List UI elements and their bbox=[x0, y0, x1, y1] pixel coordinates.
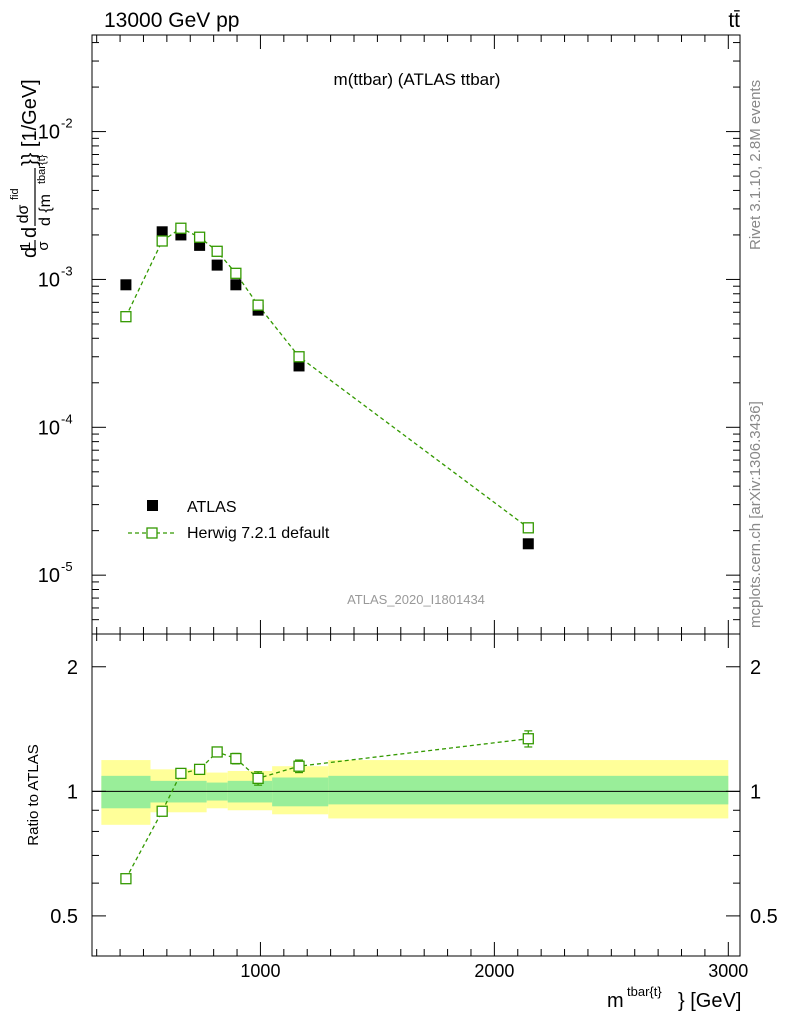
rivet-version-label: Rivet 3.1.10, 2.8M events bbox=[747, 80, 764, 250]
ratio-herwig-point bbox=[175, 767, 187, 780]
atlas-point bbox=[293, 360, 305, 372]
y-tick-label: 10 bbox=[38, 417, 60, 439]
ratio-herwig-point bbox=[120, 873, 132, 885]
herwig-point bbox=[156, 235, 168, 247]
svg-text:} [GeV]: } [GeV] bbox=[678, 990, 741, 1012]
ratio-panel-frame bbox=[91, 633, 741, 957]
ratio-y-axis-label: Ratio to ATLAS bbox=[25, 744, 42, 845]
svg-text:tbar{t}: tbar{t} bbox=[627, 984, 662, 999]
ratio-herwig-point bbox=[211, 746, 223, 758]
y-tick-label-exponent: -4 bbox=[61, 411, 73, 426]
svg-text:σ: σ bbox=[35, 241, 52, 251]
ratio-inner-band-bin bbox=[328, 775, 729, 805]
header-left-label: 13000 GeV pp bbox=[104, 9, 239, 32]
analysis-id-label: ATLAS_2020_I1801434 bbox=[347, 592, 485, 607]
ratio-inner-band-bin bbox=[272, 777, 329, 807]
main-series-layer bbox=[120, 222, 534, 550]
svg-text:1: 1 bbox=[17, 242, 34, 250]
herwig-point bbox=[120, 311, 132, 323]
header-right-label: tt̄ bbox=[728, 9, 740, 32]
atlas-point bbox=[194, 239, 206, 251]
svg-text:}} [1/GeV]: }} [1/GeV] bbox=[19, 79, 41, 166]
ratio-herwig-point bbox=[522, 733, 534, 745]
ratio-series-layer bbox=[120, 730, 534, 885]
legend-herwig-marker bbox=[146, 527, 158, 539]
atlas-point bbox=[230, 279, 242, 291]
ratio-y-tick-label-left: 1 bbox=[67, 781, 78, 803]
ratio-y-tick-label-right: 0.5 bbox=[750, 906, 778, 928]
legend-atlas-marker bbox=[147, 500, 158, 511]
herwig-point bbox=[293, 351, 305, 363]
ratio-herwig-point bbox=[193, 763, 206, 776]
ratio-uncertainty-bands bbox=[101, 760, 729, 825]
main-y-axis-label: d 1 σ d dσ fid d {m tbar{t} }} [1/GeV] bbox=[9, 79, 54, 258]
svg-text:d {m: d {m bbox=[37, 194, 54, 226]
atlas-point bbox=[175, 229, 187, 241]
legend-atlas-label: ATLAS bbox=[187, 499, 237, 516]
svg-text:d: d bbox=[19, 227, 41, 238]
atlas-point bbox=[156, 226, 168, 238]
y-tick-label-exponent: -3 bbox=[61, 263, 73, 278]
ratio-inner-band-bin bbox=[101, 775, 151, 809]
herwig-point bbox=[522, 522, 534, 534]
atlas-point bbox=[120, 279, 132, 291]
ratio-y-tick-label-left: 0.5 bbox=[50, 906, 78, 928]
svg-text:tbar{t}: tbar{t} bbox=[36, 154, 48, 184]
legend-herwig-label: Herwig 7.2.1 default bbox=[187, 525, 330, 542]
herwig-point bbox=[175, 222, 187, 234]
x-axis-label: m tbar{t} } [GeV] bbox=[607, 984, 741, 1012]
main-chart-title: m(ttbar) (ATLAS ttbar) bbox=[334, 70, 501, 89]
x-tick-label: 1000 bbox=[240, 961, 280, 981]
herwig-point bbox=[252, 299, 264, 311]
svg-text:d: d bbox=[19, 247, 41, 258]
herwig-line bbox=[125, 227, 529, 529]
ratio-herwig-point bbox=[156, 805, 168, 817]
ratio-herwig-point bbox=[230, 752, 242, 765]
y-tick-label: 10 bbox=[38, 122, 60, 144]
atlas-point bbox=[522, 538, 534, 550]
axis-ticks bbox=[92, 35, 740, 956]
atlas-point bbox=[211, 259, 223, 271]
x-tick-label: 3000 bbox=[708, 961, 748, 981]
y-tick-label: 10 bbox=[38, 269, 60, 291]
y-tick-label: 10 bbox=[38, 565, 60, 587]
legend: ATLAS Herwig 7.2.1 default bbox=[128, 499, 330, 542]
ratio-y-tick-label-right: 2 bbox=[750, 657, 761, 679]
x-tick-label: 2000 bbox=[474, 961, 514, 981]
svg-text:m: m bbox=[607, 990, 624, 1012]
y-tick-label-exponent: -5 bbox=[61, 559, 73, 574]
svg-text:dσ: dσ bbox=[15, 204, 32, 223]
ratio-y-tick-label-right: 1 bbox=[750, 781, 761, 803]
ratio-herwig-point bbox=[293, 760, 305, 772]
main-panel-frame bbox=[91, 34, 741, 635]
herwig-point bbox=[193, 231, 206, 243]
y-tick-label-exponent: -2 bbox=[61, 116, 73, 131]
mcplots-label: mcplots.cern.ch [arXiv:1306.3436] bbox=[747, 401, 764, 628]
herwig-point bbox=[230, 267, 242, 279]
ratio-herwig-point bbox=[252, 772, 264, 784]
svg-text:fid: fid bbox=[9, 188, 21, 200]
herwig-point bbox=[211, 245, 223, 257]
ratio-y-tick-label-left: 2 bbox=[67, 657, 78, 679]
